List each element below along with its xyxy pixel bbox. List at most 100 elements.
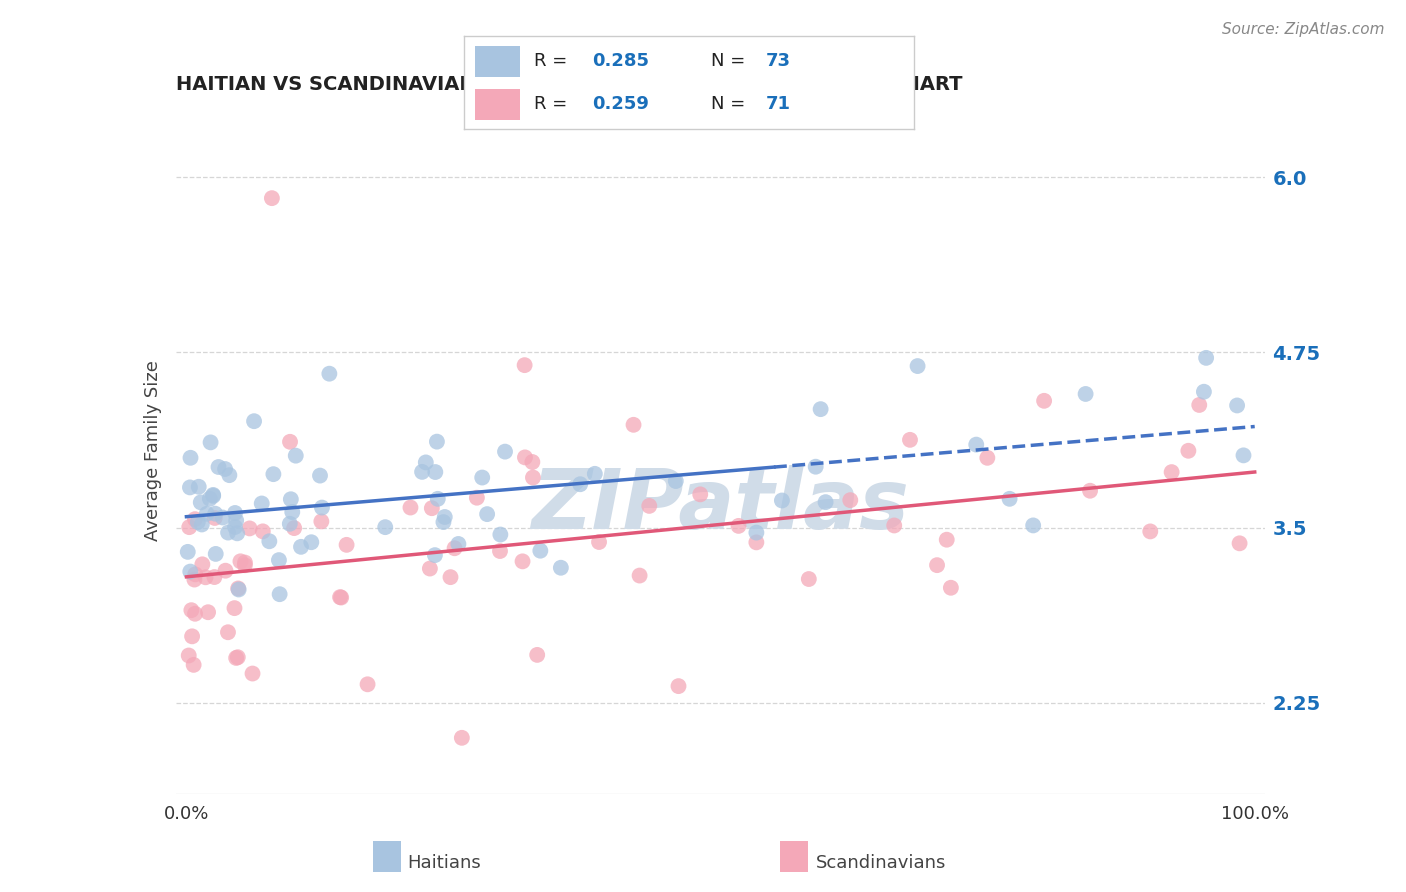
- Text: Source: ZipAtlas.com: Source: ZipAtlas.com: [1222, 22, 1385, 37]
- Point: [513, 450, 536, 465]
- Point: [925, 558, 948, 573]
- Point: [278, 434, 301, 449]
- Point: [745, 525, 768, 540]
- Point: [207, 460, 229, 475]
- Point: [290, 540, 312, 554]
- Point: [195, 507, 218, 521]
- Point: [179, 565, 201, 579]
- Point: [898, 433, 921, 447]
- Point: [439, 570, 461, 584]
- Point: [1188, 398, 1211, 412]
- Point: [745, 535, 768, 549]
- Text: HAITIAN VS SCANDINAVIAN AVERAGE FAMILY SIZE CORRELATION CHART: HAITIAN VS SCANDINAVIAN AVERAGE FAMILY S…: [176, 75, 962, 95]
- Point: [184, 607, 207, 621]
- Text: 0.285: 0.285: [592, 53, 650, 70]
- Point: [550, 560, 572, 574]
- Text: ZIPatlas: ZIPatlas: [531, 465, 910, 546]
- Point: [450, 731, 472, 745]
- Text: R =: R =: [534, 53, 572, 70]
- Point: [494, 444, 516, 458]
- Point: [1177, 443, 1199, 458]
- Point: [183, 657, 205, 672]
- Point: [447, 537, 470, 551]
- Point: [187, 480, 209, 494]
- Point: [583, 467, 606, 481]
- Point: [229, 554, 252, 568]
- Point: [228, 582, 250, 597]
- Point: [976, 450, 998, 465]
- Point: [770, 493, 793, 508]
- Point: [804, 459, 827, 474]
- Point: [426, 434, 449, 449]
- Point: [262, 467, 284, 482]
- Text: Scandinavians: Scandinavians: [815, 855, 946, 872]
- Text: Haitians: Haitians: [408, 855, 481, 872]
- Point: [839, 493, 862, 508]
- Point: [224, 601, 246, 615]
- Point: [214, 564, 236, 578]
- Point: [243, 414, 266, 428]
- Point: [689, 487, 711, 501]
- Point: [214, 462, 236, 476]
- Point: [1232, 448, 1254, 462]
- Point: [309, 468, 332, 483]
- Point: [411, 465, 433, 479]
- Point: [526, 648, 548, 662]
- Point: [1074, 387, 1097, 401]
- Point: [202, 488, 225, 502]
- Point: [226, 526, 249, 541]
- Point: [204, 547, 226, 561]
- Point: [628, 568, 651, 582]
- Point: [179, 450, 201, 465]
- Point: [267, 553, 290, 567]
- Point: [177, 545, 200, 559]
- Text: N =: N =: [711, 53, 751, 70]
- Point: [226, 582, 249, 596]
- Point: [284, 449, 307, 463]
- Point: [225, 651, 247, 665]
- Point: [190, 495, 212, 509]
- Point: [1160, 465, 1182, 479]
- Point: [623, 417, 645, 432]
- Point: [217, 625, 239, 640]
- Point: [204, 511, 226, 525]
- Point: [177, 648, 200, 663]
- Point: [330, 591, 353, 605]
- Point: [184, 567, 207, 582]
- Point: [1226, 399, 1249, 413]
- Point: [810, 402, 832, 417]
- Point: [939, 581, 962, 595]
- Point: [180, 603, 202, 617]
- Point: [883, 518, 905, 533]
- Point: [529, 543, 551, 558]
- Point: [935, 533, 957, 547]
- Point: [280, 492, 302, 507]
- Point: [200, 435, 222, 450]
- Point: [433, 510, 456, 524]
- Point: [311, 500, 333, 515]
- Point: [260, 191, 283, 205]
- Point: [239, 521, 262, 535]
- Point: [336, 538, 359, 552]
- Point: [224, 506, 246, 520]
- Point: [226, 650, 249, 665]
- Point: [184, 512, 207, 526]
- Point: [727, 519, 749, 533]
- Point: [179, 520, 201, 534]
- Point: [318, 367, 340, 381]
- Point: [204, 507, 226, 521]
- Point: [242, 666, 264, 681]
- Point: [356, 677, 378, 691]
- Point: [225, 513, 247, 527]
- Point: [588, 535, 610, 549]
- Point: [202, 489, 225, 503]
- Y-axis label: Average Family Size: Average Family Size: [143, 360, 162, 541]
- Point: [425, 465, 447, 479]
- Point: [465, 491, 488, 505]
- FancyBboxPatch shape: [475, 89, 520, 120]
- Point: [814, 495, 837, 509]
- Point: [233, 558, 256, 573]
- Point: [202, 570, 225, 584]
- Point: [211, 510, 233, 524]
- Point: [1229, 536, 1251, 550]
